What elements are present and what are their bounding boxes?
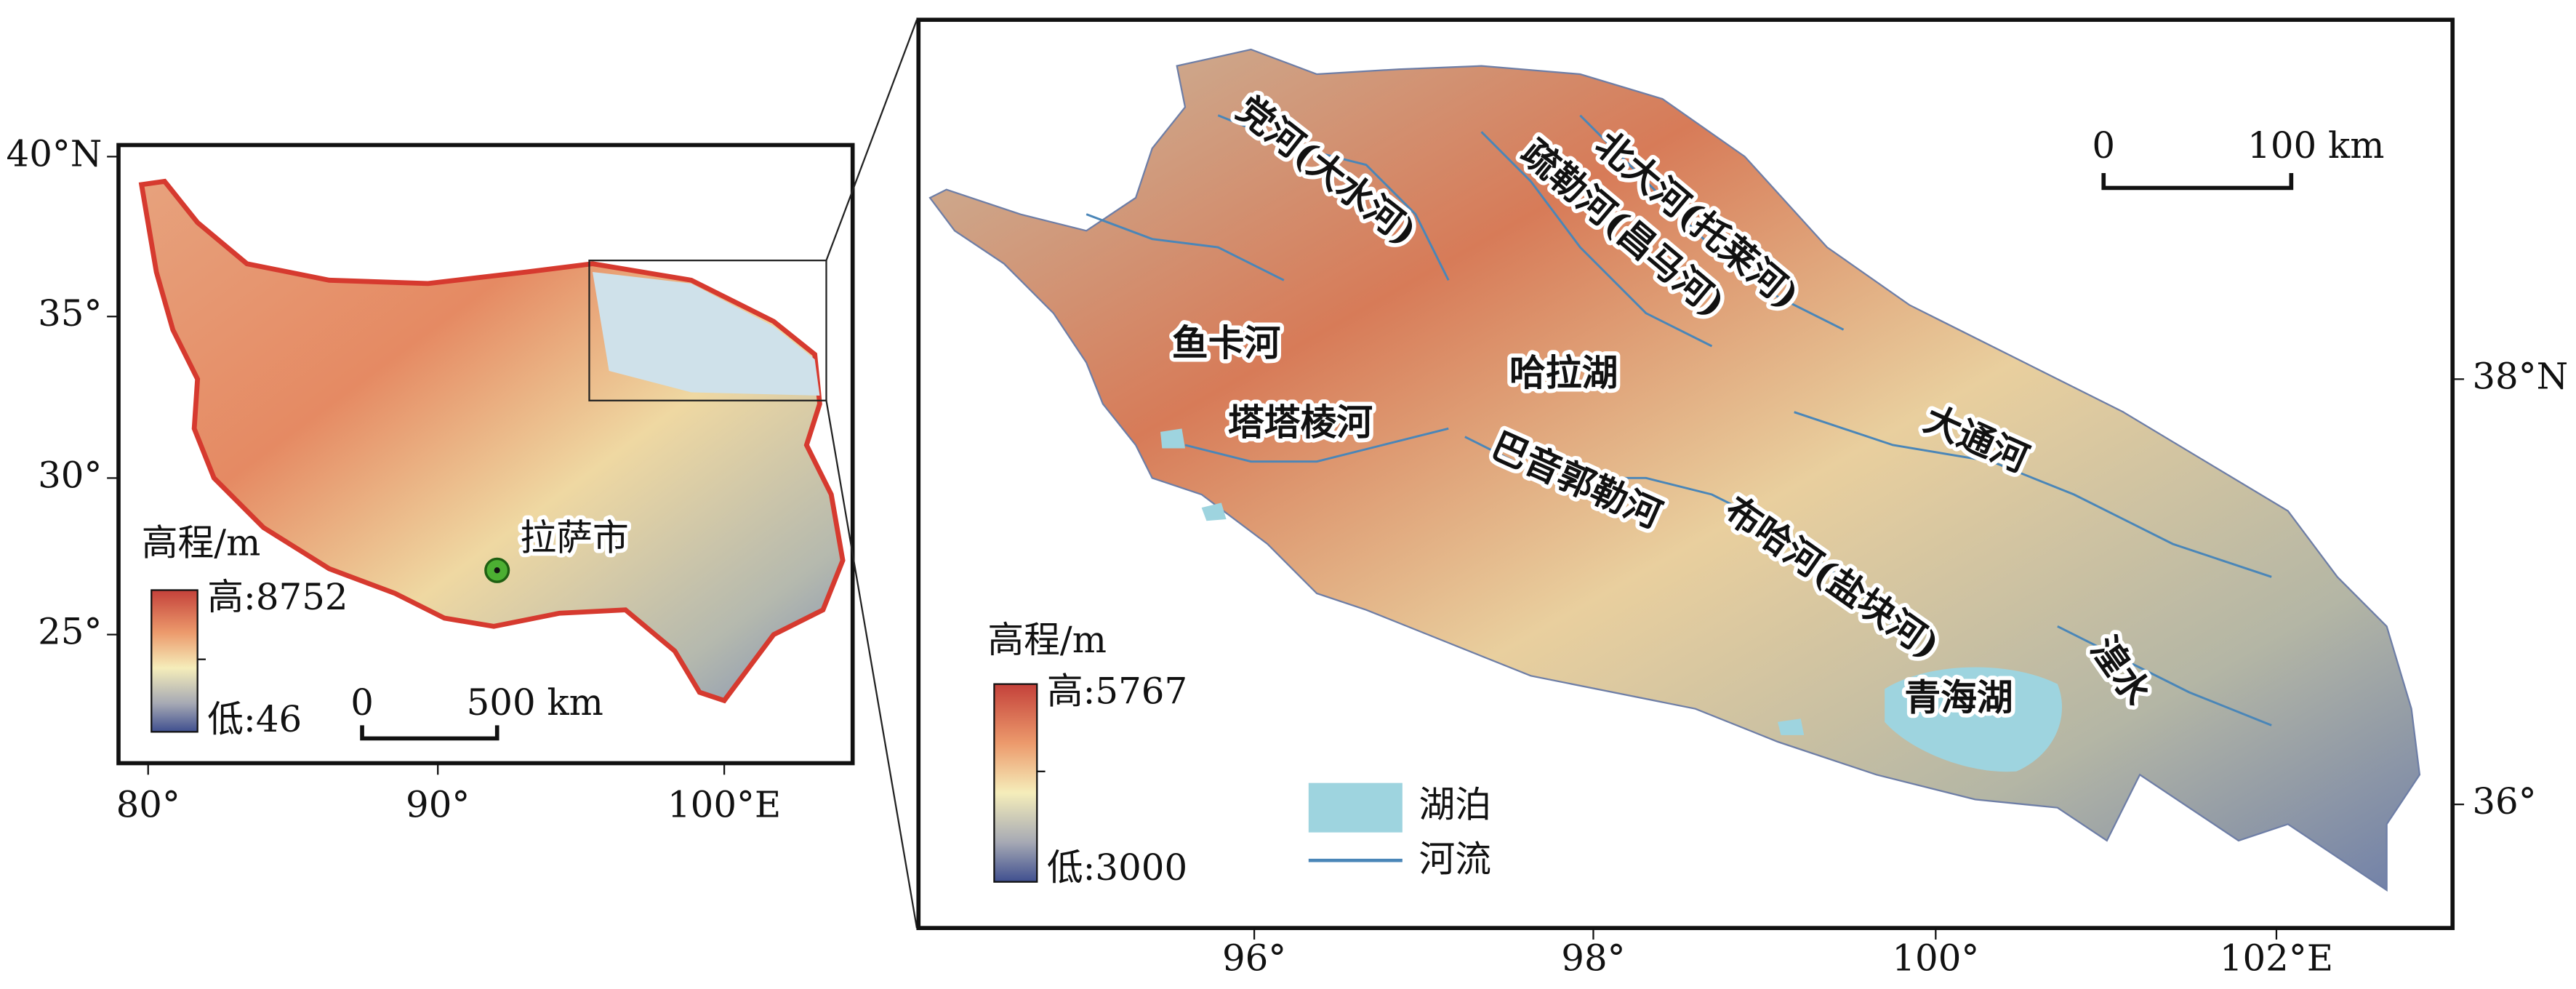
river	[1184, 427, 1449, 463]
legend-high: 高:8752	[207, 576, 348, 618]
scale-line	[2101, 173, 2294, 191]
scale-line	[360, 725, 499, 741]
y-tick-label: 35°	[38, 292, 102, 335]
scale-zero: 0	[350, 681, 374, 724]
scale-length: 100 km	[2247, 124, 2384, 167]
x-ticks: 80° 90° 100°E	[116, 763, 781, 826]
legend-low: 低:46	[207, 698, 302, 740]
color-bar	[993, 683, 1038, 883]
river	[1464, 436, 1911, 644]
x-tick-label: 102°E	[2220, 937, 2333, 979]
y-tick-label: 25°	[38, 611, 102, 653]
y-tick-label: 30°	[38, 454, 102, 496]
overview-map: 拉萨市 80° 90° 100°E 40°N 35° 30° 25° 高程/m …	[7, 19, 918, 929]
color-bar	[151, 589, 198, 733]
lake	[1160, 428, 1186, 449]
y-ticks: 38°N 36°	[2452, 355, 2568, 822]
lake-swatch	[1308, 782, 1403, 833]
river-label: 鱼卡河	[1172, 321, 1280, 364]
river	[1480, 131, 1713, 348]
scale-zero: 0	[2092, 124, 2115, 167]
legend-title: 高程/m	[142, 521, 261, 564]
x-tick-label: 100°	[1892, 937, 1979, 979]
river-label: 塔塔棱河	[1228, 401, 1373, 444]
x-tick-label: 80°	[116, 784, 180, 826]
lake	[1201, 502, 1227, 521]
x-tick-label: 90°	[406, 784, 470, 826]
lake-label: 青海湖	[1904, 676, 2013, 718]
qinghai-lake	[1885, 667, 2063, 772]
y-tick-label: 40°N	[7, 132, 103, 175]
river	[2057, 625, 2272, 726]
scale-bar: 0 100 km	[2092, 124, 2384, 191]
legend-high: 高:5767	[1047, 670, 1187, 712]
place-label: 拉萨市	[520, 516, 628, 558]
legend-river: 河流	[1419, 838, 1491, 880]
y-tick-label: 36°	[2472, 780, 2536, 822]
lake	[1778, 718, 1805, 735]
study-area-box	[588, 260, 827, 401]
legend-title: 高程/m	[987, 619, 1107, 661]
connector-line	[825, 19, 918, 261]
x-tick-label: 98°	[1561, 937, 1625, 979]
river	[1794, 411, 2272, 578]
y-ticks: 40°N 35° 30° 25°	[7, 132, 119, 653]
y-tick-label: 38°N	[2472, 355, 2568, 397]
connector-line	[825, 400, 918, 929]
x-tick-label: 100°E	[667, 784, 781, 826]
legend: 高程/m 高:5767 低:3000 湖泊 河流	[987, 619, 1491, 889]
scale-length: 500 km	[467, 681, 603, 724]
lake-label: 哈拉湖	[1509, 351, 1618, 394]
legend-low: 低:3000	[1047, 846, 1187, 889]
river	[1579, 114, 1845, 331]
lhasa-dot	[494, 567, 500, 574]
legend: 高程/m 高:8752 低:46	[142, 521, 348, 740]
river	[1217, 114, 1450, 281]
legend-lake: 湖泊	[1419, 784, 1491, 826]
study-area-highlight	[593, 272, 820, 396]
x-tick-label: 96°	[1222, 937, 1286, 979]
scale-bar: 0 500 km	[350, 681, 603, 741]
detail-map: 党河(大水河) 疏勒河(昌马河) 北大河(托莱河) 鱼卡河 哈拉湖 塔塔棱河 巴…	[916, 17, 2568, 979]
river	[1086, 213, 1285, 281]
x-ticks: 96° 98° 100° 102°E	[1222, 928, 2333, 979]
